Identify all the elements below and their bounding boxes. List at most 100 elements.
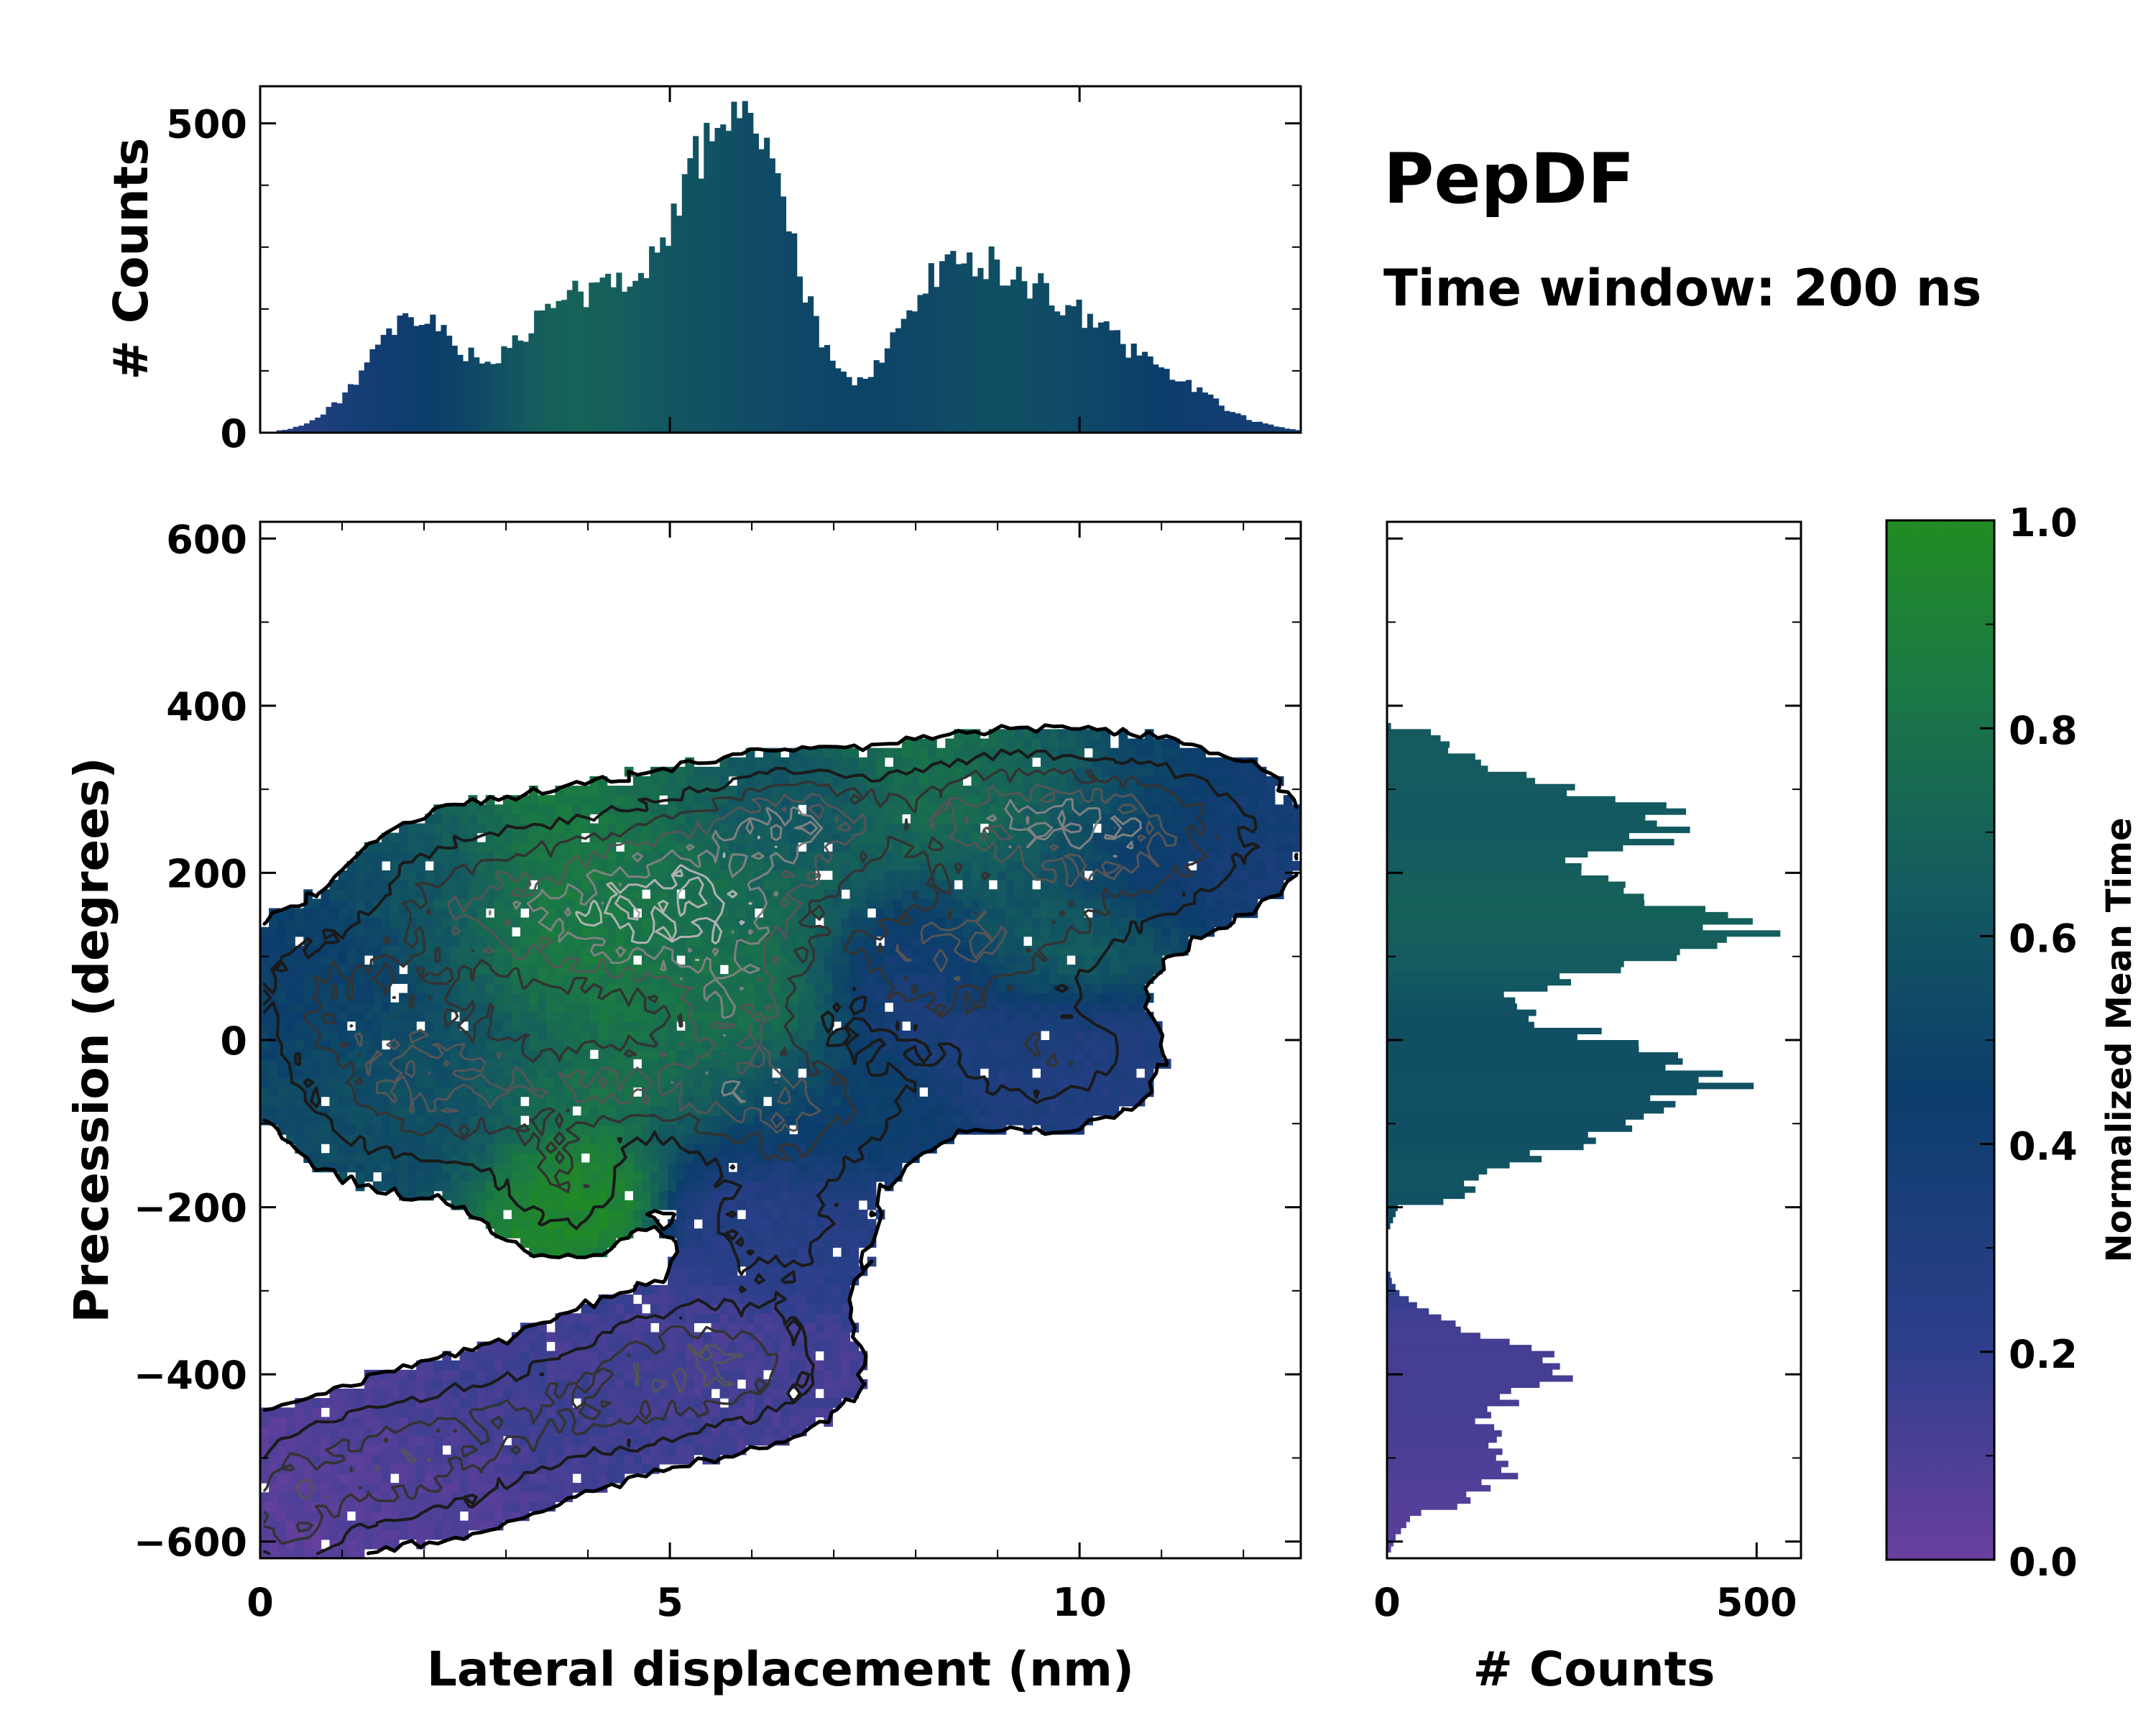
heatmap-cell xyxy=(806,1275,816,1286)
heatmap-cell xyxy=(607,1304,617,1314)
histogram-bar xyxy=(298,426,305,433)
heatmap-cell xyxy=(555,1417,564,1427)
heatmap-cell xyxy=(988,1040,998,1050)
heatmap-cell xyxy=(1031,1021,1041,1031)
heatmap-cell xyxy=(780,1190,790,1201)
histogram-bar xyxy=(1235,413,1241,433)
heatmap-cell xyxy=(1005,945,1015,956)
heatmap-cell xyxy=(381,1379,391,1389)
heatmap-cell xyxy=(1127,898,1137,909)
histogram-bar xyxy=(796,276,803,433)
heatmap-cell xyxy=(685,1040,694,1050)
histogram-bar xyxy=(1213,398,1220,433)
heatmap-cell xyxy=(806,1398,816,1408)
heatmap-cell xyxy=(737,1369,747,1380)
heatmap-cell xyxy=(849,1068,860,1078)
heatmap-cell xyxy=(901,1115,911,1126)
heatmap-cell xyxy=(511,1454,521,1465)
heatmap-cell xyxy=(711,1030,721,1041)
heatmap-cell xyxy=(798,926,807,937)
heatmap-cell xyxy=(372,917,382,928)
heatmap-cell xyxy=(598,974,608,984)
heatmap-cell xyxy=(1144,936,1154,947)
heatmap-cell xyxy=(502,1492,512,1502)
heatmap-cell xyxy=(780,1266,790,1276)
heatmap-cell xyxy=(286,917,295,928)
heatmap-cell xyxy=(286,974,295,984)
heatmap-cell xyxy=(321,955,331,965)
heatmap-cell xyxy=(476,1454,487,1465)
heatmap-cell xyxy=(1031,1011,1041,1022)
heatmap-cell xyxy=(789,1068,798,1078)
heatmap-cell xyxy=(858,1105,868,1116)
heatmap-cell xyxy=(433,983,443,993)
heatmap-cell xyxy=(858,898,868,909)
heatmap-cell xyxy=(1127,993,1137,1003)
heatmap-cell xyxy=(598,1360,608,1371)
heatmap-cell xyxy=(780,908,790,919)
heatmap-cell xyxy=(1058,1105,1067,1116)
heatmap-cell xyxy=(1041,898,1050,909)
heatmap-cell xyxy=(641,1153,651,1163)
heatmap-cell xyxy=(668,898,677,909)
heatmap-cell xyxy=(711,1011,721,1022)
heatmap-cell xyxy=(1092,880,1102,890)
heatmap-cell xyxy=(737,1125,747,1135)
heatmap-cell xyxy=(494,1172,504,1182)
heatmap-cell xyxy=(719,1445,729,1455)
heatmap-cell xyxy=(676,917,686,928)
histogram-bar xyxy=(1251,421,1258,433)
heatmap-cell xyxy=(737,889,747,899)
heatmap-cell xyxy=(763,1426,773,1437)
heatmap-cell xyxy=(841,1002,851,1013)
heatmap-cell xyxy=(676,1360,686,1371)
heatmap-cell xyxy=(841,1266,851,1276)
heatmap-cell xyxy=(485,993,495,1003)
heatmap-cell xyxy=(632,1332,642,1343)
heatmap-cell xyxy=(546,1332,556,1343)
heatmap-cell xyxy=(659,1181,668,1192)
heatmap-cell xyxy=(771,936,781,947)
histogram-bar xyxy=(1098,322,1105,433)
heatmap-cell xyxy=(1135,1011,1146,1022)
heatmap-cell xyxy=(668,1275,677,1286)
heatmap-cell xyxy=(607,1351,617,1361)
heatmap-cell xyxy=(295,1021,304,1031)
heatmap-cell xyxy=(997,1049,1007,1059)
heatmap-cell xyxy=(867,1144,877,1154)
heatmap-cell xyxy=(824,1341,833,1352)
heatmap-cell xyxy=(372,889,382,899)
heatmap-cell xyxy=(520,1228,530,1238)
heatmap-cell xyxy=(286,908,295,919)
heatmap-cell xyxy=(875,1011,885,1022)
heatmap-cell xyxy=(607,1049,617,1059)
heatmap-cell xyxy=(494,1153,504,1163)
heatmap-cell xyxy=(936,1115,946,1126)
heatmap-cell xyxy=(901,1105,911,1116)
heatmap-cell xyxy=(1118,1068,1128,1078)
heatmap-cell xyxy=(277,974,287,984)
heatmap-cell xyxy=(858,880,868,890)
heatmap-cell xyxy=(529,1332,538,1343)
heatmap-cell xyxy=(980,898,990,909)
heatmap-cell xyxy=(1171,917,1180,928)
histogram-bar xyxy=(1130,344,1137,433)
heatmap-cell xyxy=(563,1021,573,1031)
heatmap-cell xyxy=(685,1172,694,1182)
heatmap-cell xyxy=(911,926,920,937)
histogram-bar xyxy=(402,313,409,433)
heatmap-cell xyxy=(355,1087,365,1098)
heatmap-cell xyxy=(277,1520,287,1531)
heatmap-cell xyxy=(832,1332,842,1343)
heatmap-cell xyxy=(980,1115,990,1126)
heatmap-cell xyxy=(685,1190,694,1201)
heatmap-cell xyxy=(355,945,365,956)
heatmap-cell xyxy=(269,936,278,947)
heatmap-cell xyxy=(641,1190,651,1201)
heatmap-cell xyxy=(312,1115,322,1126)
heatmap-cell xyxy=(372,870,382,880)
heatmap-cell xyxy=(832,936,842,947)
heatmap-cell xyxy=(572,1313,582,1323)
heatmap-cell xyxy=(659,1172,668,1182)
heatmap-cell xyxy=(372,1511,382,1522)
